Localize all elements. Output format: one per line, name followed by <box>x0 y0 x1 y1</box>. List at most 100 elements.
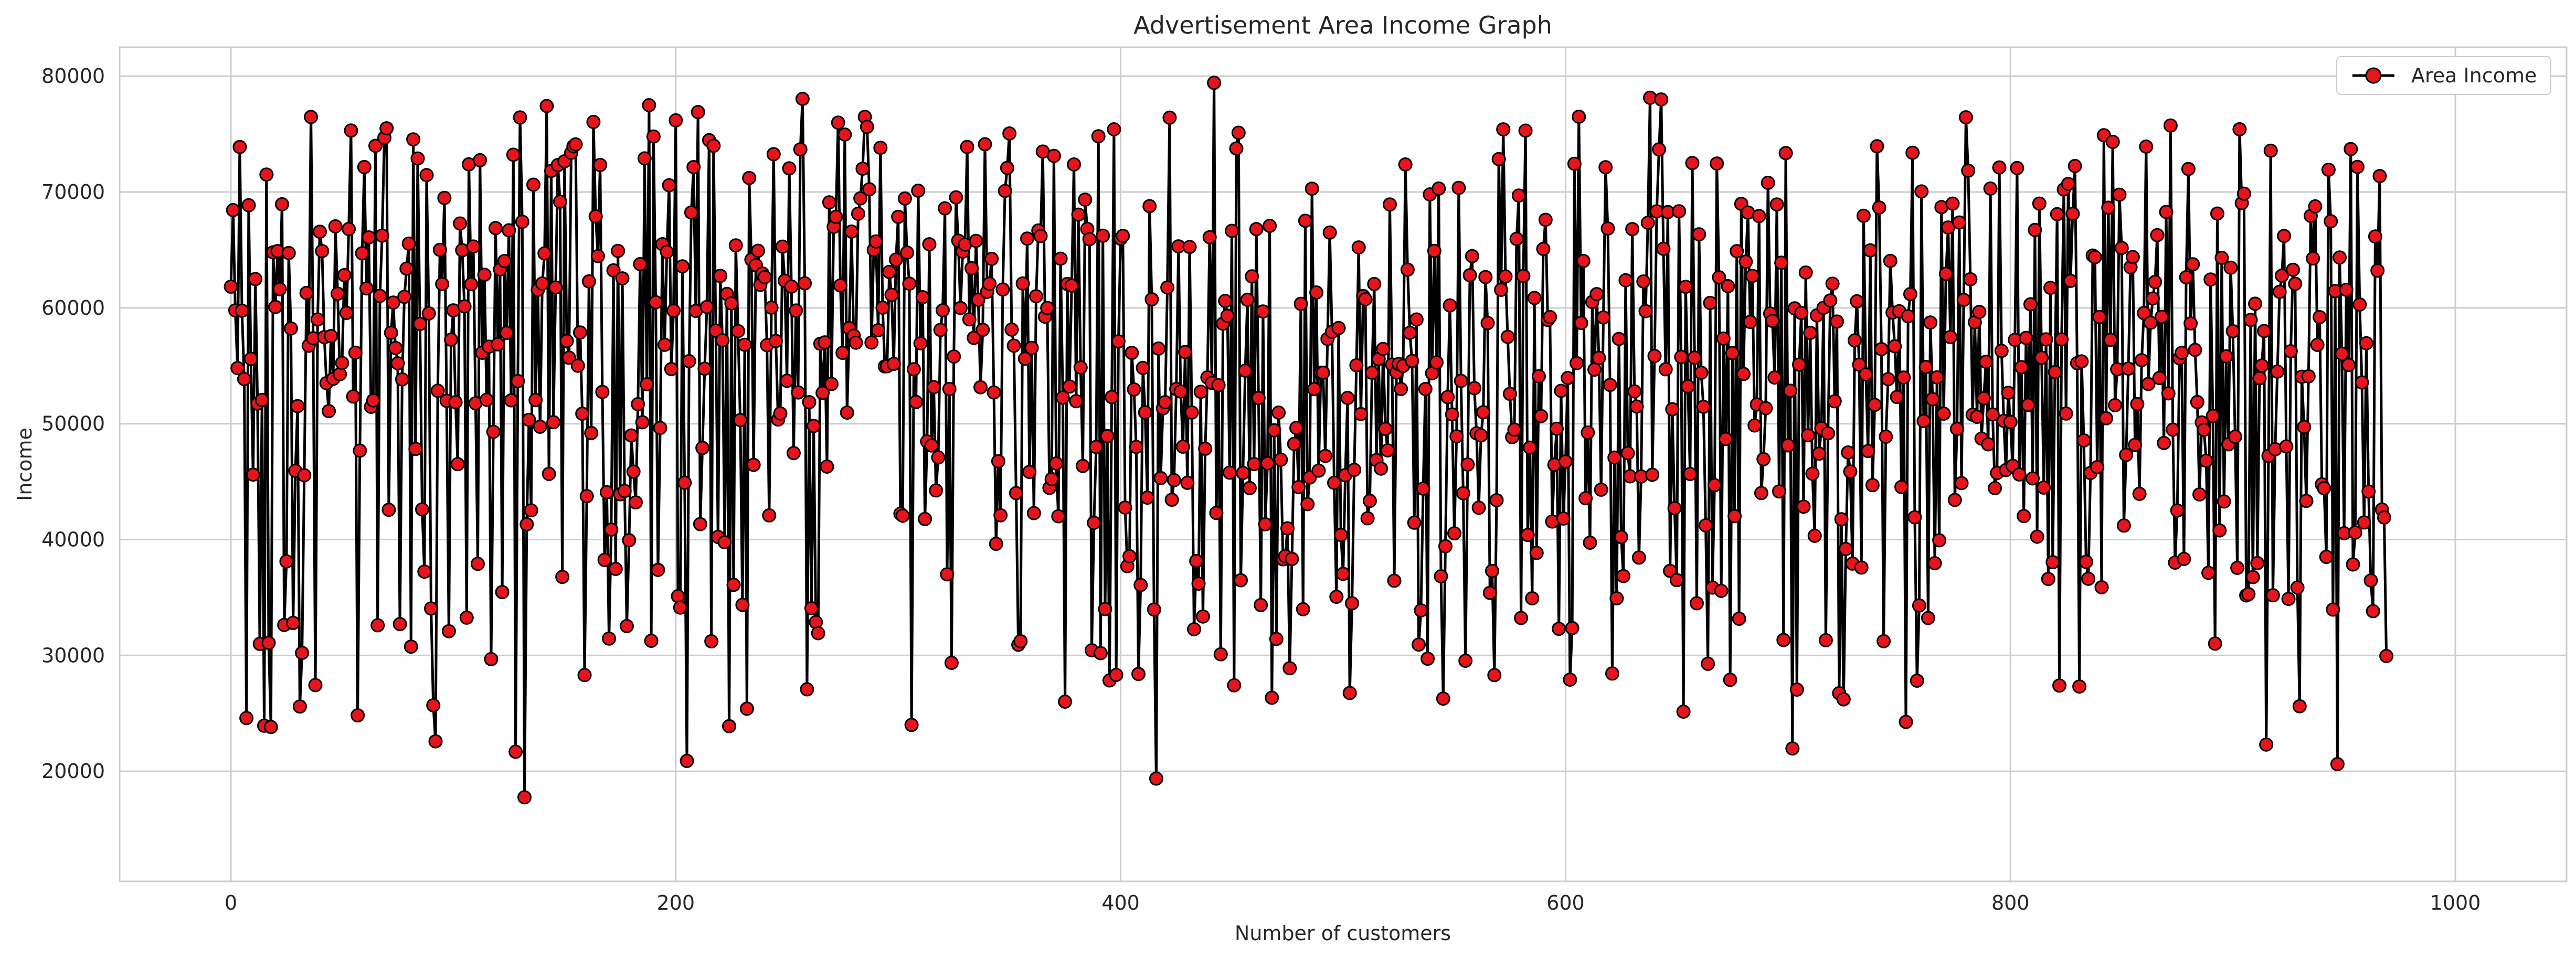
data-point <box>1193 385 1208 399</box>
data-point <box>2363 573 2378 588</box>
data-point <box>1870 139 1884 154</box>
data-point <box>2028 222 2042 237</box>
data-point <box>1714 583 1729 598</box>
data-point <box>1930 370 1944 385</box>
data-point <box>911 184 926 198</box>
data-point <box>1274 452 1288 467</box>
data-point <box>457 299 472 314</box>
data-point <box>2197 422 2211 437</box>
data-point <box>1067 157 1082 172</box>
data-point <box>2065 207 2080 221</box>
data-point <box>2217 494 2231 509</box>
data-point <box>1767 370 1782 385</box>
data-point <box>281 246 296 260</box>
data-point <box>344 123 358 138</box>
data-point <box>860 120 874 134</box>
data-point <box>1690 596 1704 611</box>
data-point <box>927 380 941 395</box>
data-point <box>1681 379 1695 393</box>
data-point <box>1647 349 1662 363</box>
data-point <box>1015 276 1030 291</box>
data-point <box>1756 452 1771 466</box>
data-point <box>973 380 988 395</box>
data-point <box>693 517 707 531</box>
data-point <box>1222 465 1237 480</box>
data-point <box>1792 357 1806 372</box>
data-point <box>2114 241 2129 255</box>
data-point <box>2288 276 2303 291</box>
data-point <box>1471 500 1486 515</box>
legend: Area Income <box>2336 56 2551 95</box>
data-point <box>1854 560 1869 575</box>
data-point <box>1209 506 1224 520</box>
data-point <box>261 635 276 650</box>
data-point <box>964 261 979 275</box>
data-point <box>428 734 443 749</box>
data-point <box>888 252 903 267</box>
data-point <box>1345 596 1359 611</box>
data-point <box>553 194 567 209</box>
data-point <box>1636 274 1651 289</box>
data-point <box>1227 678 1242 692</box>
data-point <box>2341 358 2356 372</box>
data-point <box>824 377 839 391</box>
data-point <box>430 383 445 398</box>
data-point <box>1133 578 1148 592</box>
data-point <box>1899 715 1913 729</box>
data-point <box>441 624 456 638</box>
data-point <box>1285 551 1299 566</box>
data-point <box>775 239 790 254</box>
data-point <box>884 287 899 302</box>
data-point <box>1380 443 1395 457</box>
data-point <box>949 190 963 205</box>
data-point <box>2054 332 2069 347</box>
data-point <box>1420 652 1435 666</box>
data-point <box>2355 375 2369 390</box>
data-point <box>1231 125 1246 140</box>
data-point <box>953 301 968 315</box>
data-point <box>649 295 663 310</box>
data-point <box>786 446 801 461</box>
data-point <box>2212 523 2227 538</box>
data-point <box>1500 329 1515 344</box>
data-point <box>399 261 414 276</box>
data-point <box>984 251 999 266</box>
data-point <box>669 113 683 127</box>
data-point <box>1736 367 1751 381</box>
data-point <box>328 219 343 233</box>
data-point <box>304 110 319 124</box>
data-point <box>1298 214 1312 228</box>
data-point <box>807 419 821 433</box>
data-point <box>513 110 527 125</box>
data-point <box>2181 162 2196 176</box>
data-point <box>1738 254 1753 269</box>
data-point <box>466 239 481 254</box>
data-point <box>717 535 732 550</box>
data-point <box>548 280 563 295</box>
data-point <box>844 224 859 239</box>
data-point <box>424 601 438 616</box>
data-point <box>1678 280 1693 294</box>
data-point <box>1414 603 1428 617</box>
data-point <box>310 312 325 327</box>
data-point <box>2052 678 2066 693</box>
data-point <box>2286 262 2301 277</box>
data-point <box>1258 517 1273 531</box>
data-point <box>2026 471 2040 486</box>
data-point <box>1872 200 1886 215</box>
data-point <box>1443 298 1457 313</box>
data-point <box>1004 322 1019 337</box>
data-point <box>1254 598 1268 612</box>
data-point <box>1362 494 1377 508</box>
data-point <box>404 640 418 654</box>
data-point <box>1772 484 1786 499</box>
data-point <box>1710 156 1724 171</box>
data-point <box>642 98 656 112</box>
data-point <box>1082 232 1097 247</box>
data-point <box>1458 654 1473 668</box>
data-point <box>1336 567 1350 581</box>
data-point <box>286 615 301 630</box>
data-point <box>1491 152 1506 166</box>
data-point <box>453 216 468 231</box>
